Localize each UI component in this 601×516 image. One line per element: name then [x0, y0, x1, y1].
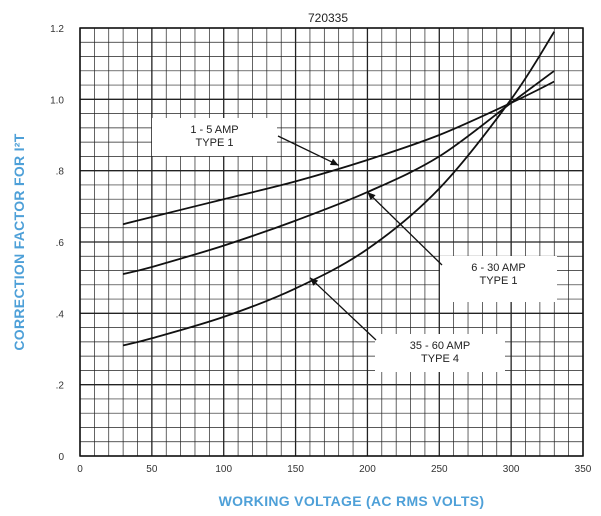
annotation-box	[152, 118, 277, 156]
y-tick-label: .6	[56, 238, 65, 249]
x-tick-label: 250	[431, 464, 448, 475]
x-tick-label: 0	[77, 464, 83, 475]
y-tick-label: 1.0	[50, 95, 64, 106]
y-tick-label: .2	[56, 381, 65, 392]
x-tick-label: 200	[359, 464, 376, 475]
x-tick-label: 350	[575, 464, 592, 475]
y-axis-label: CORRECTION FACTOR FOR I²T	[11, 133, 27, 350]
annotation-box	[375, 334, 505, 372]
annotation-text: TYPE 4	[421, 353, 459, 365]
x-tick-label: 50	[146, 464, 158, 475]
annotation-text: TYPE 1	[480, 275, 518, 287]
y-tick-label: 0	[58, 452, 64, 463]
annotation-text: 35 - 60 AMP	[410, 340, 471, 352]
annotation-text: TYPE 1	[196, 137, 234, 149]
series-line-3	[122, 31, 556, 347]
plot-frame	[79, 27, 584, 457]
annotation-arrowhead	[329, 158, 339, 166]
y-axis-ticks: 0 .2 .4 .6 .8 1.0 1.2	[50, 24, 64, 463]
x-tick-label: 100	[215, 464, 232, 475]
series-group	[122, 31, 556, 347]
annotation-text: 1 - 5 AMP	[190, 124, 238, 136]
chart-title: 720335	[308, 11, 348, 25]
x-axis-label: WORKING VOLTAGE (AC RMS VOLTS)	[219, 493, 485, 509]
y-tick-label: .8	[56, 167, 65, 178]
annotation-arrowhead	[367, 192, 376, 201]
annotation-arrowhead	[309, 277, 319, 286]
annotation-box	[440, 256, 557, 302]
series-line-1	[122, 80, 555, 226]
y-tick-label: 1.2	[50, 24, 64, 35]
annotation-leader-line	[366, 191, 443, 266]
annotation-leader-line	[277, 135, 339, 166]
y-tick-label: .4	[56, 309, 65, 320]
series-line-2	[122, 70, 555, 275]
annotation-leader-line	[309, 277, 377, 341]
x-tick-label: 150	[287, 464, 304, 475]
x-axis-ticks: 0 50 100 150 200 250 300 350	[77, 464, 592, 475]
annotation-text: 6 - 30 AMP	[471, 262, 525, 274]
x-tick-label: 300	[503, 464, 520, 475]
